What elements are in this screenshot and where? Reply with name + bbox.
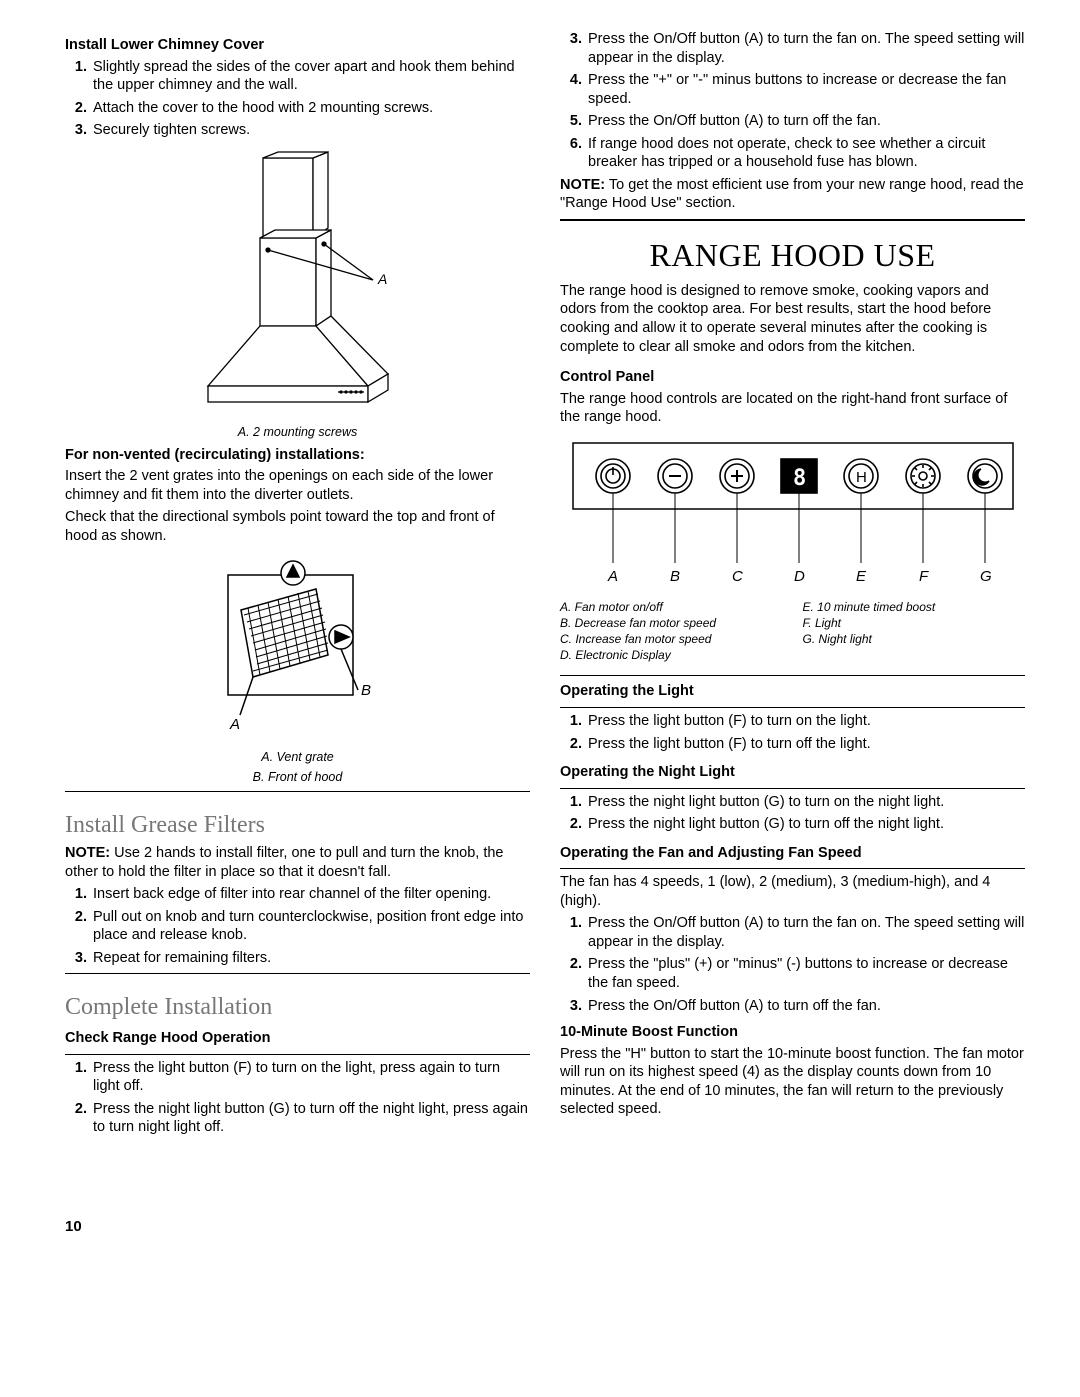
note-label: NOTE: (65, 845, 110, 861)
fig-label-a: A (377, 271, 387, 287)
boost-text: Press the "H" button to start the 10-min… (560, 1045, 1025, 1119)
hood-illustration: A (168, 150, 428, 420)
list-item: Insert back edge of filter into rear cha… (91, 885, 530, 904)
chimney-steps: Slightly spread the sides of the cover a… (65, 58, 530, 140)
panel-label: D (794, 568, 805, 585)
control-panel-illustration: 8 H A B C D E F (563, 435, 1023, 595)
legend-item: A. Fan motor on/off (560, 599, 783, 615)
grease-steps: Insert back edge of filter into rear cha… (65, 885, 530, 967)
complete-title: Complete Installation (65, 992, 530, 1023)
chimney-figure: A A. 2 mounting screws (65, 150, 530, 440)
op-night-steps: Press the night light button (G) to turn… (560, 793, 1025, 834)
panel-label: A (607, 568, 618, 585)
legend-item: E. 10 minute timed boost (803, 599, 1026, 615)
divider (560, 788, 1025, 789)
chimney-heading: Install Lower Chimney Cover (65, 36, 530, 55)
panel-label: F (919, 568, 929, 585)
list-item: Press the night light button (G) to turn… (586, 793, 1025, 812)
nonvented-p2: Check that the directional symbols point… (65, 508, 530, 545)
control-panel-heading: Control Panel (560, 368, 1025, 387)
list-item: If range hood does not operate, check to… (586, 135, 1025, 172)
fig1-caption: A. 2 mounting screws (65, 424, 530, 440)
legend-item: F. Light (803, 615, 1026, 631)
op-fan-intro: The fan has 4 speeds, 1 (low), 2 (medium… (560, 873, 1025, 910)
note-text: Use 2 hands to install filter, one to pu… (65, 845, 503, 880)
list-item: Press the night light button (G) to turn… (586, 815, 1025, 834)
check-steps: Press the light button (F) to turn on th… (65, 1059, 530, 1137)
list-item: Pull out on knob and turn counterclockwi… (91, 908, 530, 945)
note-label: NOTE: (560, 177, 605, 193)
fig2-label-a: A (229, 716, 240, 733)
fig2-caption-a: A. Vent grate (65, 749, 530, 765)
left-column: Install Lower Chimney Cover Slightly spr… (65, 30, 530, 1236)
check-heading: Check Range Hood Operation (65, 1029, 530, 1048)
list-item: Press the night light button (G) to turn… (91, 1100, 530, 1137)
fig2-caption-b: B. Front of hood (65, 769, 530, 785)
note-text: To get the most efficient use from your … (560, 177, 1024, 212)
vent-grate-illustration: A B (168, 555, 428, 745)
op-light-steps: Press the light button (F) to turn on th… (560, 712, 1025, 753)
list-item: Press the light button (F) to turn on th… (586, 712, 1025, 731)
grease-title: Install Grease Filters (65, 810, 530, 841)
op-fan-heading: Operating the Fan and Adjusting Fan Spee… (560, 844, 1025, 863)
cont-steps: Press the On/Off button (A) to turn the … (560, 30, 1025, 172)
list-item: Attach the cover to the hood with 2 moun… (91, 99, 530, 118)
legend-item: G. Night light (803, 631, 1026, 647)
legend-item: B. Decrease fan motor speed (560, 615, 783, 631)
page-number: 10 (65, 1217, 530, 1236)
grease-note: NOTE: Use 2 hands to install filter, one… (65, 844, 530, 881)
list-item: Press the "+" or "-" minus buttons to in… (586, 71, 1025, 108)
panel-label: G (980, 568, 992, 585)
control-panel-text: The range hood controls are located on t… (560, 390, 1025, 427)
list-item: Press the light button (F) to turn off t… (586, 735, 1025, 754)
control-panel-figure: 8 H A B C D E F (560, 435, 1025, 664)
panel-label: E (856, 568, 867, 585)
list-item: Slightly spread the sides of the cover a… (91, 58, 530, 95)
list-item: Press the On/Off button (A) to turn the … (586, 914, 1025, 951)
list-item: Press the On/Off button (A) to turn off … (586, 997, 1025, 1016)
legend-item: D. Electronic Display (560, 647, 783, 663)
nonvented-heading: For non-vented (recirculating) installat… (65, 446, 530, 465)
panel-label: C (732, 568, 743, 585)
divider (65, 973, 530, 974)
page-columns: Install Lower Chimney Cover Slightly spr… (65, 30, 1025, 1236)
list-item: Repeat for remaining filters. (91, 949, 530, 968)
list-item: Press the "plus" (+) or "minus" (-) butt… (586, 955, 1025, 992)
divider (65, 791, 530, 792)
intro-text: The range hood is designed to remove smo… (560, 282, 1025, 356)
divider-thick (560, 219, 1025, 221)
list-item: Press the On/Off button (A) to turn the … (586, 30, 1025, 67)
boost-heading: 10-Minute Boost Function (560, 1023, 1025, 1042)
divider (65, 1054, 530, 1055)
divider (560, 707, 1025, 708)
panel-legend: A. Fan motor on/off B. Decrease fan moto… (560, 599, 1025, 664)
divider (560, 675, 1025, 676)
list-item: Press the On/Off button (A) to turn off … (586, 112, 1025, 131)
list-item: Securely tighten screws. (91, 121, 530, 140)
display-digit: 8 (793, 466, 806, 491)
op-night-heading: Operating the Night Light (560, 763, 1025, 782)
op-light-heading: Operating the Light (560, 682, 1025, 701)
vent-grate-figure: A B A. Vent grate B. Front of hood (65, 555, 530, 785)
legend-item: C. Increase fan motor speed (560, 631, 783, 647)
nonvented-p1: Insert the 2 vent grates into the openin… (65, 467, 530, 504)
list-item: Press the light button (F) to turn on th… (91, 1059, 530, 1096)
divider (560, 868, 1025, 869)
right-column: Press the On/Off button (A) to turn the … (560, 30, 1025, 1236)
fig2-label-b: B (361, 682, 371, 699)
range-hood-use-heading: RANGE HOOD USE (560, 235, 1025, 276)
cont-note: NOTE: To get the most efficient use from… (560, 176, 1025, 213)
panel-label: B (670, 568, 680, 585)
op-fan-steps: Press the On/Off button (A) to turn the … (560, 914, 1025, 1015)
h-button-label: H (856, 469, 867, 486)
